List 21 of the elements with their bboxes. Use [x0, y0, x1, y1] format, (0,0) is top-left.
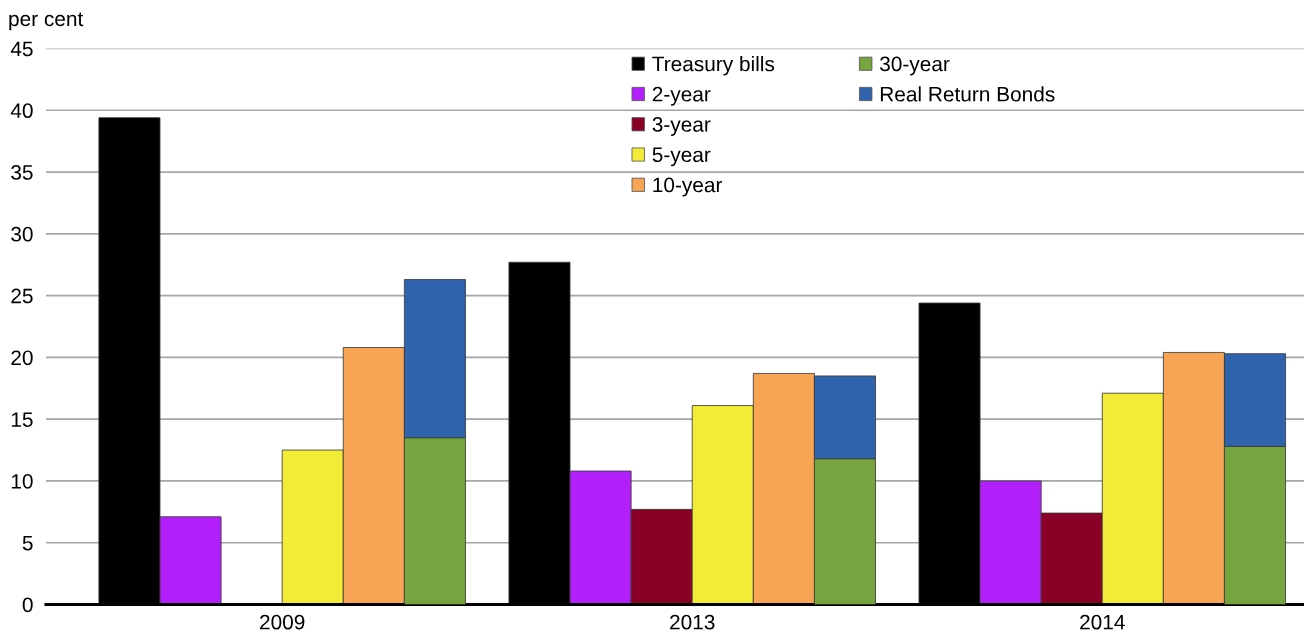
x-tick-label: 2013 — [670, 614, 715, 630]
y-tick-label: 20 — [11, 350, 33, 366]
y-tick-label: 5 — [22, 535, 33, 551]
legend-label: 10-year — [653, 177, 723, 197]
legend-label: 3-year — [652, 117, 711, 136]
x-tick-label: 2014 — [1080, 614, 1125, 630]
y-tick-label: 25 — [11, 288, 33, 304]
y-tick-label: 30 — [11, 226, 33, 242]
y-axis-title: per cent — [9, 12, 84, 31]
legend-label: Real Return Bonds — [880, 86, 1055, 102]
legend-label: 5-year — [652, 147, 711, 167]
y-tick-label: 35 — [11, 165, 33, 180]
y-tick-label: 40 — [10, 103, 33, 119]
legend-label: 30-year — [880, 56, 950, 76]
y-tick-label: 15 — [11, 412, 33, 427]
y-tick-label: 0 — [22, 597, 33, 613]
y-tick-label: 45 — [10, 41, 33, 57]
legend-label: Treasury bills — [652, 56, 775, 76]
x-tick-label: 2009 — [260, 614, 305, 630]
y-tick-label: 10 — [11, 473, 33, 489]
legend-label: 2-year — [652, 86, 711, 106]
